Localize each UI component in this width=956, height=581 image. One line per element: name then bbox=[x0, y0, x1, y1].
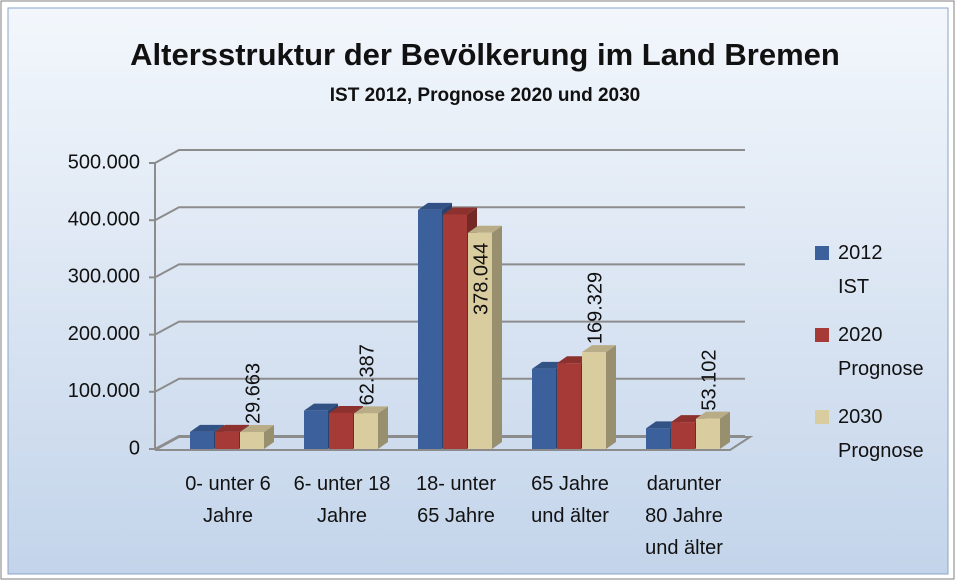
bar bbox=[557, 363, 581, 449]
x-tick-label: darunter 80 Jahre und älter bbox=[645, 473, 723, 559]
grid-line bbox=[154, 263, 745, 279]
bar-top bbox=[418, 202, 452, 210]
bar bbox=[190, 431, 214, 449]
bar bbox=[671, 422, 695, 449]
grid-line bbox=[154, 206, 745, 222]
data-label: 169.329 bbox=[584, 272, 606, 344]
bar bbox=[354, 413, 378, 449]
legend-swatch bbox=[815, 246, 829, 260]
grid-line bbox=[154, 320, 745, 336]
bar-top bbox=[582, 345, 616, 353]
bar-top bbox=[329, 405, 363, 413]
bar-top bbox=[468, 225, 502, 233]
bar bbox=[468, 232, 492, 449]
x-tick-label: 6- unter 18 Jahre bbox=[293, 473, 391, 527]
x-tick-label: 18- unter 65 Jahre bbox=[415, 473, 497, 527]
bar-side bbox=[606, 345, 616, 449]
bar-top bbox=[215, 424, 249, 432]
legend-label: 2020 Prognose bbox=[838, 324, 924, 380]
legend-swatch bbox=[815, 410, 829, 424]
y-tick-label: 0 bbox=[129, 437, 140, 459]
data-label: 29.663 bbox=[242, 363, 264, 424]
bar bbox=[329, 412, 353, 449]
bar-top bbox=[190, 424, 224, 432]
y-tick-label: 500.000 bbox=[68, 151, 140, 173]
bar bbox=[418, 209, 442, 449]
bar bbox=[215, 431, 239, 449]
bar-top bbox=[304, 403, 338, 411]
y-tick-label: 400.000 bbox=[68, 208, 140, 230]
grid-line bbox=[154, 149, 745, 164]
data-label: 62.387 bbox=[356, 344, 378, 405]
bar bbox=[532, 368, 556, 449]
bar-top bbox=[696, 411, 730, 419]
legend-label: 2030 Prognose bbox=[838, 406, 924, 462]
data-label: 53.102 bbox=[698, 349, 720, 410]
bar-side bbox=[492, 225, 502, 449]
y-tick-label: 300.000 bbox=[68, 266, 140, 288]
bar-top bbox=[443, 207, 477, 215]
bar-top bbox=[240, 425, 274, 433]
bar-side bbox=[378, 406, 388, 449]
x-tick-label: 65 Jahre und älter bbox=[531, 473, 609, 527]
bar-side bbox=[720, 411, 730, 449]
legend-swatch bbox=[815, 328, 829, 342]
bar bbox=[240, 432, 264, 449]
bar-top bbox=[354, 406, 388, 414]
y-tick-label: 100.000 bbox=[68, 380, 140, 402]
bar bbox=[646, 428, 670, 449]
x-tick-label: 0- unter 6 Jahre bbox=[185, 473, 271, 527]
legend-label: 2012 IST bbox=[838, 242, 883, 298]
bar bbox=[582, 352, 606, 449]
bar bbox=[304, 410, 328, 449]
data-label: 378.044 bbox=[470, 243, 492, 315]
bar-side bbox=[264, 425, 274, 449]
bar bbox=[696, 418, 720, 449]
y-tick-label: 200.000 bbox=[68, 323, 140, 345]
chart-subtitle: IST 2012, Prognose 2020 und 2030 bbox=[330, 85, 640, 106]
chart-title: Altersstruktur der Bevölkerung im Land B… bbox=[130, 37, 840, 72]
bar bbox=[443, 214, 467, 449]
